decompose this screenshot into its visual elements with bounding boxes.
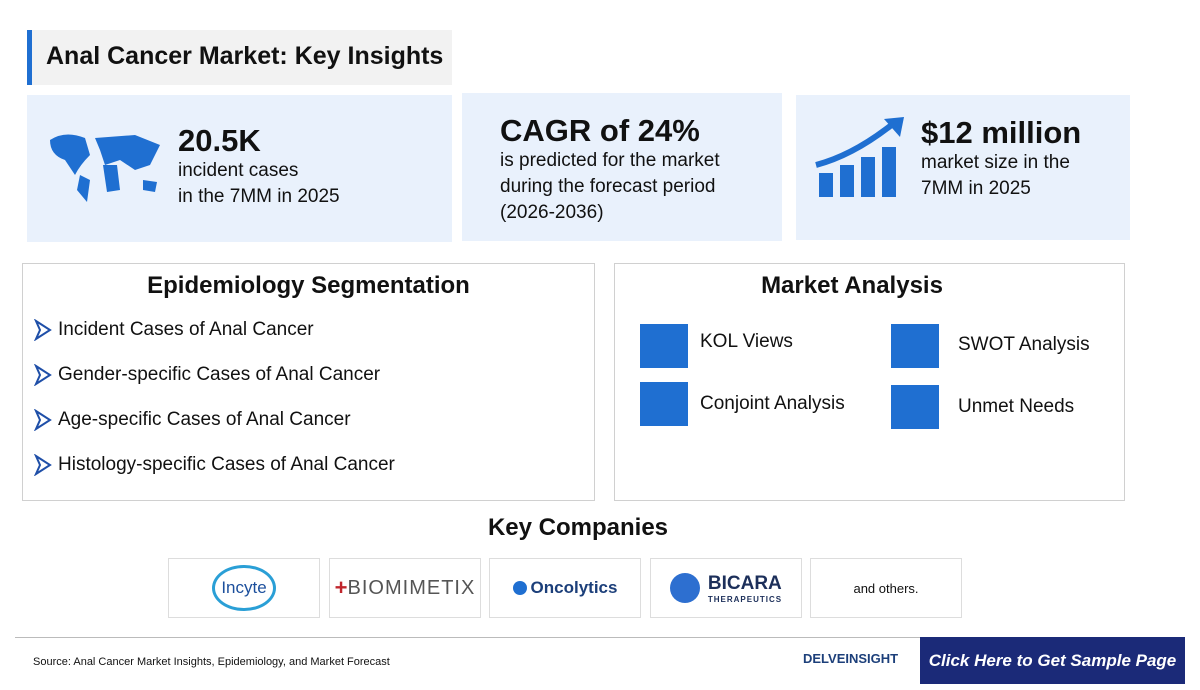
analysis-item: Unmet Needs xyxy=(958,396,1075,417)
logo-text: BICARA THERAPEUTICS xyxy=(708,573,782,604)
stat-line: incident cases xyxy=(178,160,299,181)
kol-icon xyxy=(640,324,688,368)
company-name: BICARA xyxy=(707,572,782,594)
company-name: BIOMIMETIX xyxy=(347,576,476,599)
epidemiology-item: Age-specific Cases of Anal Cancer xyxy=(58,409,351,430)
company-logo: + BIOMIMETIX xyxy=(329,558,481,618)
company-subname: THERAPEUTICS xyxy=(707,594,783,604)
stat-headline: CAGR of 24% xyxy=(500,113,700,148)
company-name: Incyte xyxy=(212,565,276,611)
stat-card: CAGR of 24% is predicted for the market … xyxy=(462,93,782,241)
epidemiology-item: Incident Cases of Anal Cancer xyxy=(58,319,314,340)
epidemiology-item: Histology-specific Cases of Anal Cancer xyxy=(58,454,395,475)
epidemiology-item: Gender-specific Cases of Anal Cancer xyxy=(58,364,381,385)
title-box: Anal Cancer Market: Key Insights xyxy=(27,30,452,85)
company-logo: Oncolytics xyxy=(489,558,641,618)
bullet-arrow xyxy=(34,409,52,431)
stat-card: $12 million market size in the 7MM in 20… xyxy=(796,95,1130,240)
company-name: and others. xyxy=(853,580,919,596)
stat-line: is predicted for the market xyxy=(500,150,720,171)
company-name: Oncolytics xyxy=(530,578,618,597)
stat-line: in the 7MM in 2025 xyxy=(178,186,340,207)
section-title: Market Analysis xyxy=(761,272,943,299)
unmet-icon xyxy=(891,385,939,429)
stat-card: 20.5K incident cases in the 7MM in 2025 xyxy=(27,95,452,242)
market-box: Market Analysis xyxy=(614,263,1125,501)
stat-line: 7MM in 2025 xyxy=(921,178,1031,199)
logo-mark xyxy=(669,573,700,603)
company-logo: BICARA THERAPEUTICS xyxy=(650,558,802,618)
logo-mark xyxy=(512,581,527,595)
stat-headline: 20.5K xyxy=(178,123,261,158)
source: Source: Anal Cancer Market Insights, Epi… xyxy=(33,656,390,668)
company-logo: and others. xyxy=(810,558,962,618)
brand-logo: DELVEINSIGHT xyxy=(803,651,899,666)
bullet-arrow xyxy=(34,454,52,476)
analysis-item: SWOT Analysis xyxy=(958,334,1090,355)
growth-icon xyxy=(815,117,904,197)
stat-headline: $12 million xyxy=(921,115,1082,150)
stat-line: market size in the xyxy=(921,152,1070,173)
title: Anal Cancer Market: Key Insights xyxy=(46,42,444,70)
sample-button[interactable]: Click Here to Get Sample Page xyxy=(920,637,1185,684)
bullet-arrow xyxy=(34,319,52,341)
section-title: Key Companies xyxy=(487,514,669,541)
analysis-item: Conjoint Analysis xyxy=(700,393,845,414)
company-logo: Incyte xyxy=(168,558,320,618)
world-map-icon xyxy=(50,134,160,202)
analysis-item: KOL Views xyxy=(700,331,793,352)
conjoint-icon xyxy=(640,382,688,426)
section-title: Epidemiology Segmentation xyxy=(147,272,470,299)
epidemiology-box: Epidemiology Segmentation xyxy=(22,263,595,501)
title-accent xyxy=(27,30,32,85)
swot-icon xyxy=(891,324,939,368)
bullet-arrow xyxy=(34,364,52,386)
stat-line: during the forecast period xyxy=(500,176,716,197)
stat-line: (2026-2036) xyxy=(500,202,604,223)
footer-rule xyxy=(15,637,1185,638)
logo-plus: + xyxy=(334,575,348,600)
